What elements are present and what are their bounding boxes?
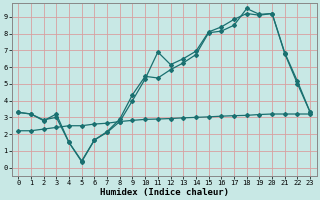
X-axis label: Humidex (Indice chaleur): Humidex (Indice chaleur)	[100, 188, 229, 197]
